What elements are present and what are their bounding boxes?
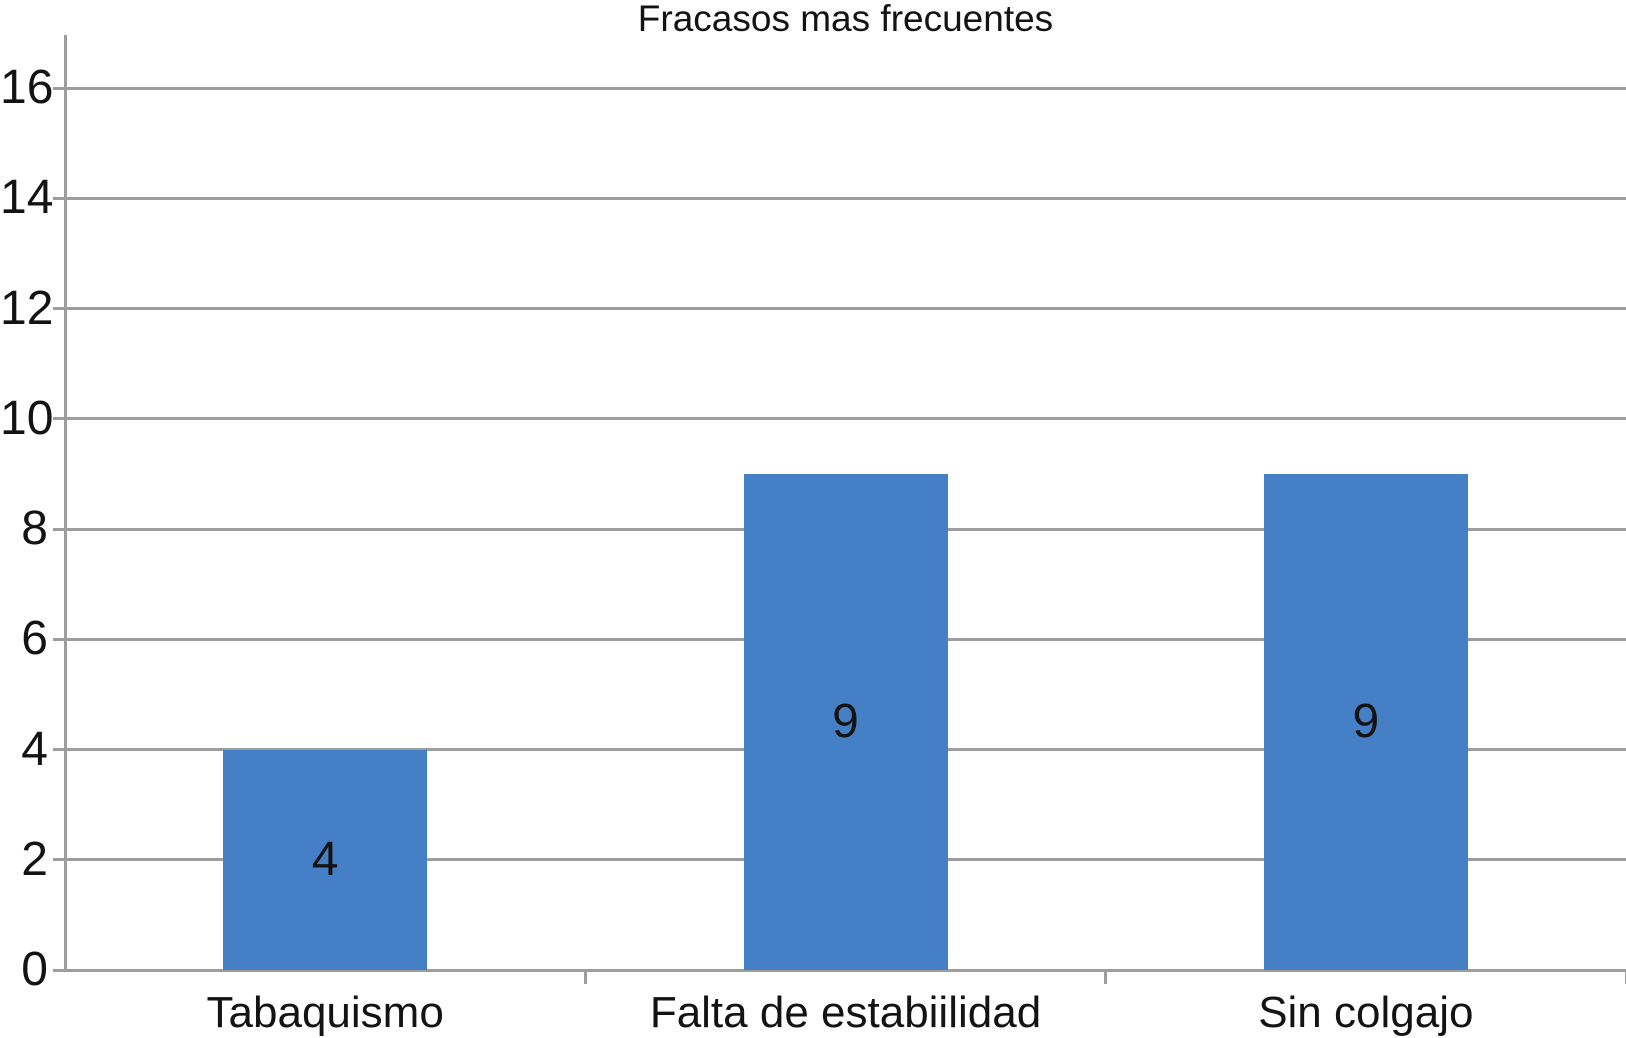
x-axis-boundary-tick: [1104, 970, 1108, 984]
chart-title: Fracasos mas frecuentes: [637, 0, 1054, 39]
y-axis-tick-mark: [53, 637, 65, 641]
x-axis-boundary-tick: [583, 970, 587, 984]
y-axis-tick-mark: [53, 858, 65, 862]
gridline: [65, 196, 1626, 200]
y-axis-tick-label: 16: [0, 61, 54, 114]
y-axis-tick-mark: [53, 748, 65, 751]
y-axis-tick-mark: [53, 196, 65, 200]
bar: [743, 473, 948, 970]
category-label: Tabaquismo: [206, 988, 444, 1037]
bar-value-label: 9: [1352, 694, 1380, 748]
bar: [1263, 473, 1468, 970]
y-axis-tick-mark: [53, 86, 65, 90]
y-axis-line: [64, 35, 67, 972]
y-axis-tick-mark: [53, 307, 65, 310]
x-axis-boundary-tick: [1624, 970, 1626, 984]
y-axis-tick-label: 12: [0, 281, 54, 335]
bar-value-label: 4: [311, 832, 339, 886]
y-axis-tick-label: 2: [21, 832, 48, 886]
y-axis-tick-label: 8: [21, 502, 48, 555]
y-axis-tick-mark: [53, 527, 65, 531]
x-axis-line: [65, 968, 1626, 972]
category-label: Falta de estabiilidad: [649, 988, 1042, 1037]
y-axis-tick-label: 0: [21, 943, 48, 996]
y-axis-tick-mark: [53, 417, 65, 421]
y-axis-tick-mark: [53, 968, 65, 972]
y-axis-tick-label: 10: [0, 391, 54, 445]
gridline: [65, 307, 1626, 310]
y-axis-tick-label: 4: [21, 722, 48, 776]
y-axis-tick-label: 14: [0, 171, 54, 225]
y-axis-tick-label: 6: [21, 612, 48, 666]
gridline: [65, 417, 1626, 421]
bar: [223, 749, 428, 970]
gridline: [65, 86, 1626, 90]
category-label: Sin colgajo: [1258, 988, 1474, 1037]
bar-value-label: 9: [832, 694, 859, 748]
